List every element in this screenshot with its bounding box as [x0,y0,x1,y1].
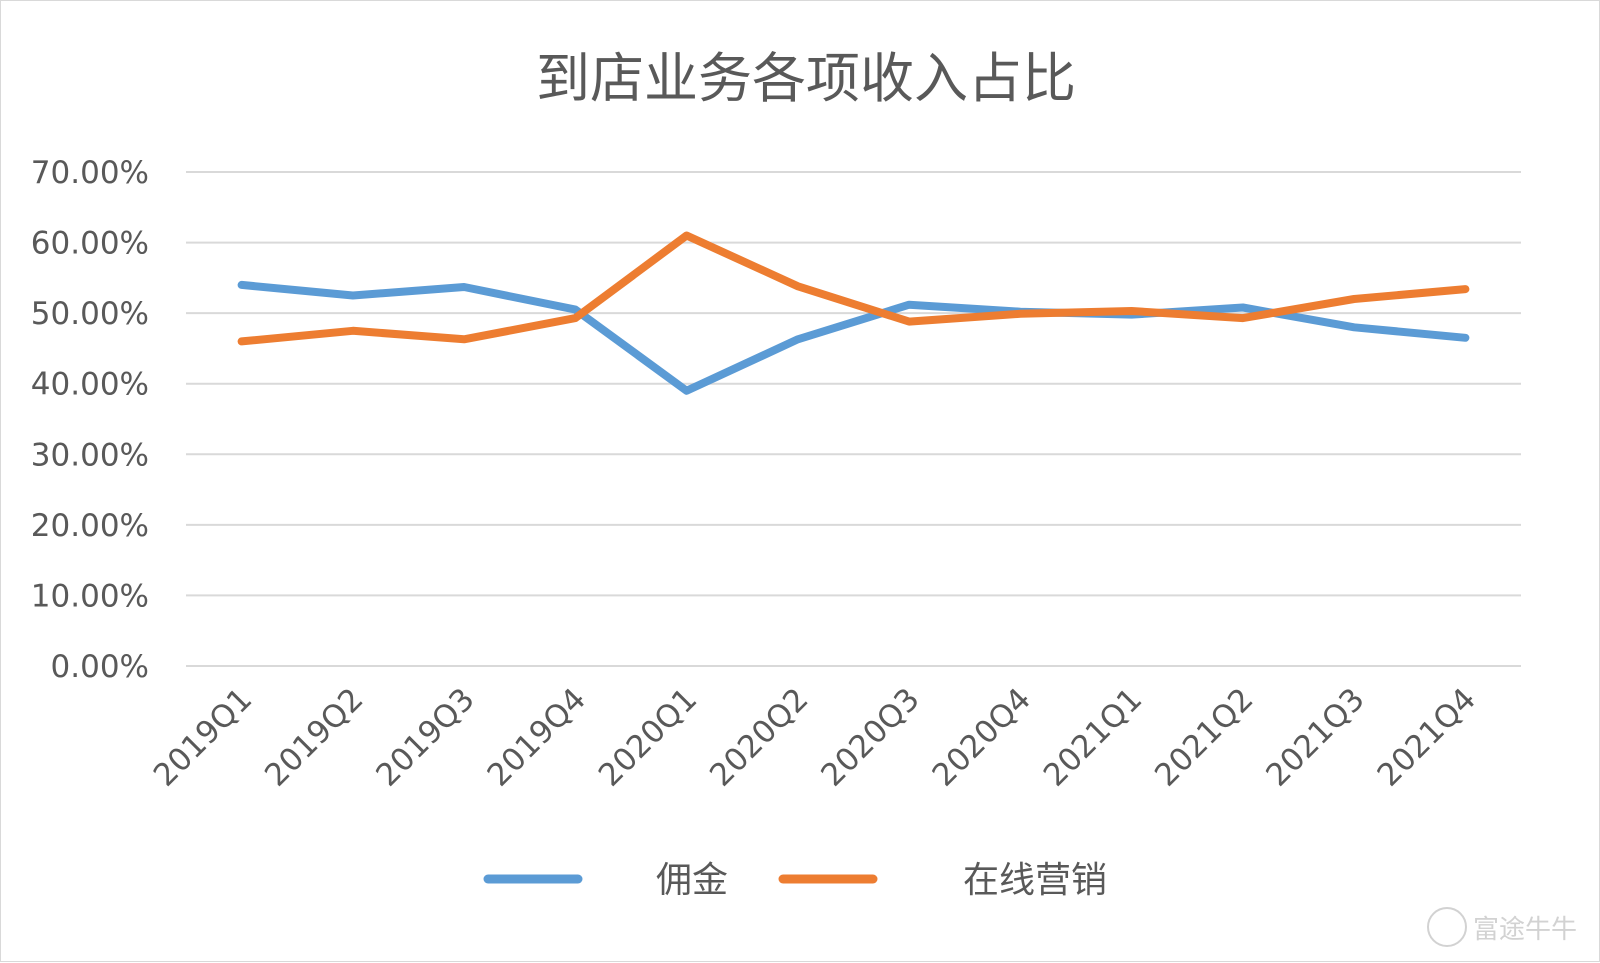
watermark-text: 富途牛牛 [1472,914,1577,945]
data-point [1464,288,1466,290]
x-tick-label: 2020Q2 [703,681,815,793]
y-tick-label: 0.00% [51,649,149,685]
series-2 [237,231,1470,346]
series-lines [237,231,1470,395]
data-point [1019,313,1021,315]
y-axis-ticks: 0.00% 10.00% 20.00% 30.00% 40.00% 50.00% 60.00… [31,155,149,685]
data-point [241,340,243,342]
data-point [686,390,688,392]
x-tick-label: 2021Q3 [1259,681,1371,793]
x-axis-ticks: 2019Q12019Q22019Q32019Q42020Q12020Q22020… [147,681,1483,793]
data-point [908,321,910,323]
data-point [797,338,799,340]
data-point [797,285,799,287]
data-point [1242,317,1244,319]
x-tick-label: 2021Q1 [1037,681,1149,793]
futu-logo-icon [1426,907,1467,947]
data-point [463,338,465,340]
data-point [241,284,243,286]
x-tick-label: 2019Q2 [258,681,370,793]
watermark: 富途牛牛 [1426,907,1577,947]
y-tick-label: 10.00% [31,578,149,614]
x-tick-label: 2019Q1 [147,681,259,793]
x-tick-label: 2021Q2 [1148,681,1260,793]
x-tick-label: 2021Q4 [1371,681,1483,793]
y-tick-label: 70.00% [31,155,149,191]
y-tick-label: 60.00% [31,226,149,262]
y-tick-label: 30.00% [31,437,149,473]
legend-label: 佣金 [656,860,728,901]
data-point [1131,310,1133,312]
series-line [237,231,1470,346]
data-point [352,295,354,296]
data-point [574,309,576,311]
x-tick-label: 2019Q4 [481,681,593,793]
data-point [1353,298,1355,300]
x-tick-label: 2019Q3 [369,681,481,793]
legend-label: 在线营销 [963,860,1107,901]
gridlines [186,171,1521,667]
y-tick-label: 20.00% [31,508,149,544]
data-point [908,304,910,306]
x-tick-label: 2020Q4 [926,681,1038,793]
y-tick-label: 50.00% [31,296,149,332]
data-point [352,330,354,332]
data-point [1464,337,1466,339]
data-point [1242,306,1244,308]
y-tick-label: 40.00% [31,367,149,403]
data-point [574,317,576,319]
x-tick-label: 2020Q3 [814,681,926,793]
data-point [686,235,688,237]
data-point [463,286,465,288]
chart-title: 到店业务各项收入占比 [536,47,1076,110]
x-tick-label: 2020Q1 [592,681,704,793]
data-point [1353,326,1355,328]
series-line [237,280,1470,395]
legend: 佣金 在线营销 [483,860,1107,901]
